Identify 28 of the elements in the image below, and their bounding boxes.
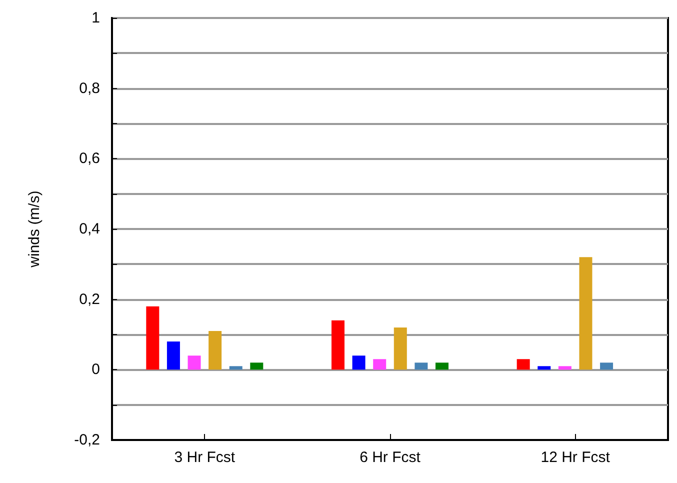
y-tick-label: 1 <box>92 10 100 26</box>
y-tick-label: 0,4 <box>79 220 100 238</box>
bar <box>516 359 530 370</box>
bar <box>188 356 201 370</box>
bar <box>208 330 222 370</box>
bar <box>250 362 264 370</box>
bar <box>558 366 572 370</box>
bar <box>373 359 386 370</box>
bar <box>394 327 407 370</box>
y-axis-title: winds (m/s) <box>26 190 43 268</box>
bar <box>414 362 428 370</box>
y-tick-label: 0,2 <box>79 290 100 308</box>
bar <box>579 257 592 370</box>
bar <box>600 362 614 370</box>
x-tick-label: 12 Hr Fcst <box>540 449 611 466</box>
y-tick-label: -0,2 <box>74 432 100 448</box>
bar <box>436 362 448 370</box>
bar <box>538 366 551 370</box>
bar <box>332 320 344 370</box>
bar <box>352 356 366 370</box>
bar <box>166 342 180 370</box>
bar <box>229 366 242 370</box>
y-tick-label: 0,8 <box>79 80 100 97</box>
x-tick-label: 3 Hr Fcst <box>174 449 236 466</box>
x-tick-label: 6 Hr Fcst <box>360 449 422 466</box>
y-tick-label: 0 <box>92 361 100 378</box>
bar <box>146 306 160 370</box>
y-tick-label: 0,6 <box>79 150 100 168</box>
